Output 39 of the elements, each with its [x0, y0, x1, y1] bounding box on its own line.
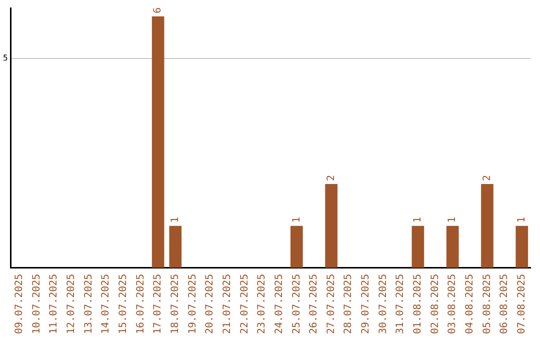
y-tick-label: 5 — [2, 53, 8, 62]
x-tick-label: 13.07.2025 — [83, 274, 94, 334]
x-tick-label: 24.07.2025 — [274, 274, 285, 334]
data-label: 2 — [482, 174, 493, 181]
x-tick-label: 30.07.2025 — [378, 274, 389, 334]
x-tick-label: 16.07.2025 — [135, 274, 146, 334]
x-tick-label: 07.08.2025 — [516, 274, 528, 334]
x-tick-label: 11.07.2025 — [48, 274, 60, 334]
x-tick-label: 31.07.2025 — [395, 274, 406, 334]
data-label: 1 — [291, 216, 302, 223]
data-label: 2 — [326, 174, 337, 181]
x-tick-label: 02.08.2025 — [430, 274, 441, 334]
data-label: 1 — [447, 216, 458, 223]
x-tick-label: 25.07.2025 — [291, 274, 302, 334]
x-tick-label: 06.08.2025 — [499, 274, 510, 334]
x-tick-label: 18.07.2025 — [170, 274, 181, 334]
x-tick-label: 15.07.2025 — [118, 274, 130, 334]
x-tick-label: 23.07.2025 — [256, 274, 268, 334]
x-tick-label: 12.07.2025 — [66, 274, 78, 334]
data-label: 1 — [170, 216, 181, 223]
data-label: 6 — [152, 7, 164, 14]
x-tick-label: 14.07.2025 — [100, 274, 112, 334]
x-tick-label: 26.07.2025 — [308, 274, 320, 334]
x-tick-label: 04.08.2025 — [464, 274, 476, 334]
x-tick-label: 21.07.2025 — [222, 274, 233, 334]
x-tick-label: 27.07.2025 — [326, 274, 337, 334]
x-tick-label: 01.08.2025 — [412, 274, 424, 334]
x-tick-label: 05.08.2025 — [482, 274, 493, 334]
x-tick-label: 10.07.2025 — [31, 274, 42, 334]
x-tick-label: 28.07.2025 — [343, 274, 354, 334]
x-tick-label: 22.07.2025 — [239, 274, 250, 334]
data-label: 1 — [412, 216, 424, 223]
x-tick-label: 20.07.2025 — [204, 274, 216, 334]
x-tick-label: 09.07.2025 — [14, 274, 26, 334]
data-label: 1 — [516, 216, 528, 223]
x-tick-label: 29.07.2025 — [360, 274, 372, 334]
x-tick-label: 03.08.2025 — [447, 274, 458, 334]
x-tick-label: 19.07.2025 — [187, 274, 198, 334]
x-tick-label: 17.07.2025 — [152, 274, 164, 334]
